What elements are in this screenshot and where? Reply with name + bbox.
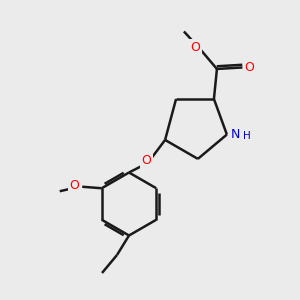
Text: N: N <box>231 128 240 141</box>
Text: O: O <box>190 40 200 54</box>
Text: H: H <box>243 131 250 141</box>
Text: O: O <box>244 61 254 74</box>
Text: O: O <box>69 179 79 192</box>
Text: O: O <box>141 154 151 167</box>
